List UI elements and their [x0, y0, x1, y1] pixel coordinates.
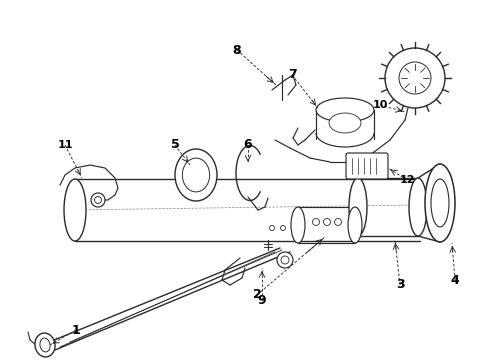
- Ellipse shape: [431, 179, 449, 227]
- Ellipse shape: [329, 113, 361, 133]
- Circle shape: [313, 219, 319, 225]
- Text: 2: 2: [253, 288, 261, 302]
- Ellipse shape: [182, 158, 210, 192]
- Ellipse shape: [409, 178, 427, 236]
- Ellipse shape: [291, 207, 305, 243]
- Text: 11: 11: [57, 140, 73, 150]
- Circle shape: [399, 62, 431, 94]
- Text: 6: 6: [244, 139, 252, 152]
- Text: 8: 8: [233, 44, 241, 57]
- Text: 9: 9: [258, 293, 266, 306]
- Circle shape: [270, 225, 274, 230]
- Circle shape: [91, 193, 105, 207]
- Ellipse shape: [316, 98, 374, 122]
- Circle shape: [281, 256, 289, 264]
- Ellipse shape: [349, 178, 367, 236]
- Circle shape: [277, 252, 293, 268]
- Circle shape: [385, 48, 445, 108]
- Circle shape: [335, 219, 342, 225]
- Ellipse shape: [175, 149, 217, 201]
- Ellipse shape: [64, 179, 86, 241]
- Circle shape: [280, 225, 286, 230]
- Ellipse shape: [35, 333, 55, 357]
- Text: 1: 1: [72, 324, 80, 337]
- Circle shape: [95, 197, 101, 203]
- Text: 5: 5: [171, 139, 179, 152]
- FancyBboxPatch shape: [346, 153, 388, 179]
- Ellipse shape: [348, 207, 362, 243]
- Circle shape: [323, 219, 330, 225]
- Ellipse shape: [425, 164, 455, 242]
- Text: 4: 4: [451, 274, 460, 287]
- Text: 3: 3: [396, 279, 404, 292]
- Text: 10: 10: [372, 100, 388, 110]
- Text: 12: 12: [399, 175, 415, 185]
- Ellipse shape: [40, 338, 50, 352]
- Text: 7: 7: [288, 68, 296, 81]
